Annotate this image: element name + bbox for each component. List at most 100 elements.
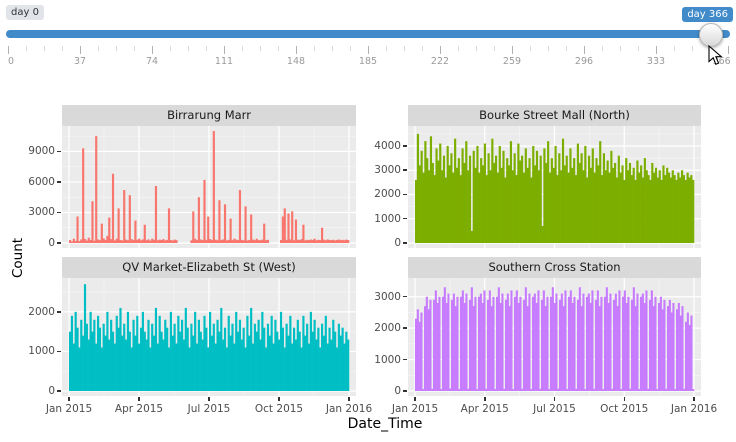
y-tick-label: 3000 bbox=[374, 290, 401, 303]
y-tick-label: 6000 bbox=[28, 175, 55, 188]
slider-tick bbox=[692, 46, 693, 51]
slider-tick bbox=[332, 46, 333, 51]
slider-tick bbox=[278, 46, 279, 51]
slider-tick bbox=[62, 46, 63, 51]
x-tick-mark bbox=[138, 397, 140, 401]
facet-southern-cross-station: Southern Cross Station bbox=[408, 257, 701, 396]
slider-tick-label: 259 bbox=[502, 56, 522, 67]
slider-tick-label: 333 bbox=[646, 56, 666, 67]
x-tick-label: Jul 2015 bbox=[187, 403, 231, 415]
slider-tick bbox=[350, 46, 351, 51]
y-tick-label: 3000 bbox=[28, 206, 55, 219]
slider-tick bbox=[656, 46, 657, 54]
y-tick-mark bbox=[403, 145, 407, 147]
slider-tick bbox=[548, 46, 549, 51]
slider-tick bbox=[224, 46, 225, 54]
facet-panel bbox=[408, 278, 701, 396]
slider-tick bbox=[476, 46, 477, 51]
x-tick-label: Jan 2016 bbox=[670, 403, 718, 415]
slider-value-label: day 366 bbox=[682, 7, 733, 22]
slider-tick bbox=[26, 46, 27, 51]
slider-track-fill[interactable] bbox=[6, 30, 730, 38]
slider-tick bbox=[422, 46, 423, 51]
slider-tick-label: 148 bbox=[286, 56, 306, 67]
y-tick-mark bbox=[403, 295, 407, 298]
y-tick-mark bbox=[403, 217, 407, 220]
y-tick-mark bbox=[57, 311, 61, 313]
slider-tick bbox=[602, 46, 603, 51]
y-tick-label: 2000 bbox=[374, 322, 401, 335]
x-tick-label: Jul 2015 bbox=[533, 403, 576, 415]
slider-tick bbox=[188, 46, 189, 51]
mouse-cursor-icon bbox=[708, 45, 723, 66]
y-tick-label: 1000 bbox=[374, 212, 401, 225]
slider-tick bbox=[116, 46, 117, 51]
y-tick-label: 0 bbox=[394, 385, 401, 397]
slider-tick bbox=[584, 46, 585, 54]
y-tick-mark bbox=[403, 169, 407, 171]
y-tick-label: 2000 bbox=[374, 188, 401, 201]
slider-tick bbox=[674, 46, 675, 51]
y-tick-label: 0 bbox=[48, 385, 55, 397]
slider-tick bbox=[638, 46, 639, 51]
y-tick-mark bbox=[403, 327, 407, 329]
y-tick-label: 4000 bbox=[374, 139, 401, 152]
slider-tick bbox=[512, 46, 513, 54]
slider-tick bbox=[530, 46, 531, 51]
facet-plot-grid: Count Date_Time Birrarung Marr Bourke St… bbox=[0, 100, 736, 442]
facet-bourke-street-mall-north: Bourke Street Mall (North) bbox=[408, 105, 701, 248]
x-tick-mark bbox=[414, 397, 416, 401]
x-tick-label: Oct 2015 bbox=[254, 403, 304, 415]
facet-birrarung-marr: Birrarung Marr bbox=[62, 105, 356, 248]
slider-tick bbox=[80, 46, 81, 54]
slider-tick bbox=[566, 46, 567, 51]
slider-tick bbox=[440, 46, 441, 54]
slider-tick-label: 0 bbox=[8, 56, 15, 67]
y-tick-label: 0 bbox=[394, 237, 401, 249]
x-tick-mark bbox=[553, 397, 556, 401]
x-tick-label: Jan 2016 bbox=[325, 403, 373, 415]
slider-min-label: day 0 bbox=[6, 5, 44, 20]
y-tick-label: 1000 bbox=[28, 345, 55, 358]
slider-tick-label: 74 bbox=[145, 56, 159, 67]
slider-tick bbox=[458, 46, 459, 51]
y-tick-label: 1000 bbox=[374, 353, 401, 366]
x-tick-mark bbox=[278, 397, 280, 401]
x-tick-mark bbox=[208, 397, 210, 401]
y-tick-mark bbox=[57, 181, 61, 183]
facet-qv-market-elizabeth-st-west: QV Market-Elizabeth St (West) bbox=[62, 257, 356, 396]
slider-tick-label: 366 bbox=[712, 56, 731, 67]
slider-tick-label: 37 bbox=[73, 56, 87, 67]
slider-tick bbox=[134, 46, 135, 51]
slider-tick bbox=[368, 46, 369, 54]
slider-tick bbox=[170, 46, 171, 51]
slider-tick-grid: 0 37 74 111 148 185 222 259 296 333 366 bbox=[8, 46, 731, 72]
slider-tick-label: 222 bbox=[430, 56, 450, 67]
facet-panel bbox=[62, 278, 356, 396]
slider-tick bbox=[386, 46, 387, 51]
slider-tick bbox=[260, 46, 261, 51]
slider-tick bbox=[620, 46, 621, 51]
y-tick-label: 2000 bbox=[28, 305, 55, 318]
x-tick-mark bbox=[693, 397, 695, 401]
y-tick-mark bbox=[57, 211, 61, 214]
x-tick-label: Jan 2015 bbox=[391, 403, 439, 415]
slider-tick bbox=[314, 46, 315, 51]
y-axis-title: Count bbox=[10, 237, 26, 279]
x-tick-label: Oct 2015 bbox=[600, 403, 649, 415]
y-tick-mark bbox=[57, 150, 61, 153]
slider-tick bbox=[206, 46, 207, 51]
x-tick-label: Jan 2015 bbox=[45, 403, 93, 415]
slider-handle[interactable] bbox=[699, 23, 723, 47]
y-tick-label: 3000 bbox=[374, 164, 401, 177]
x-tick-mark bbox=[484, 397, 486, 401]
slider-tick bbox=[296, 46, 297, 54]
y-tick-mark bbox=[403, 358, 407, 361]
slider-tick bbox=[242, 46, 243, 51]
slider-tick bbox=[98, 46, 99, 51]
facet-title: Birrarung Marr bbox=[62, 105, 356, 126]
y-tick-mark bbox=[57, 242, 61, 244]
x-tick-label: Apr 2015 bbox=[114, 403, 164, 415]
y-tick-mark bbox=[403, 193, 407, 196]
